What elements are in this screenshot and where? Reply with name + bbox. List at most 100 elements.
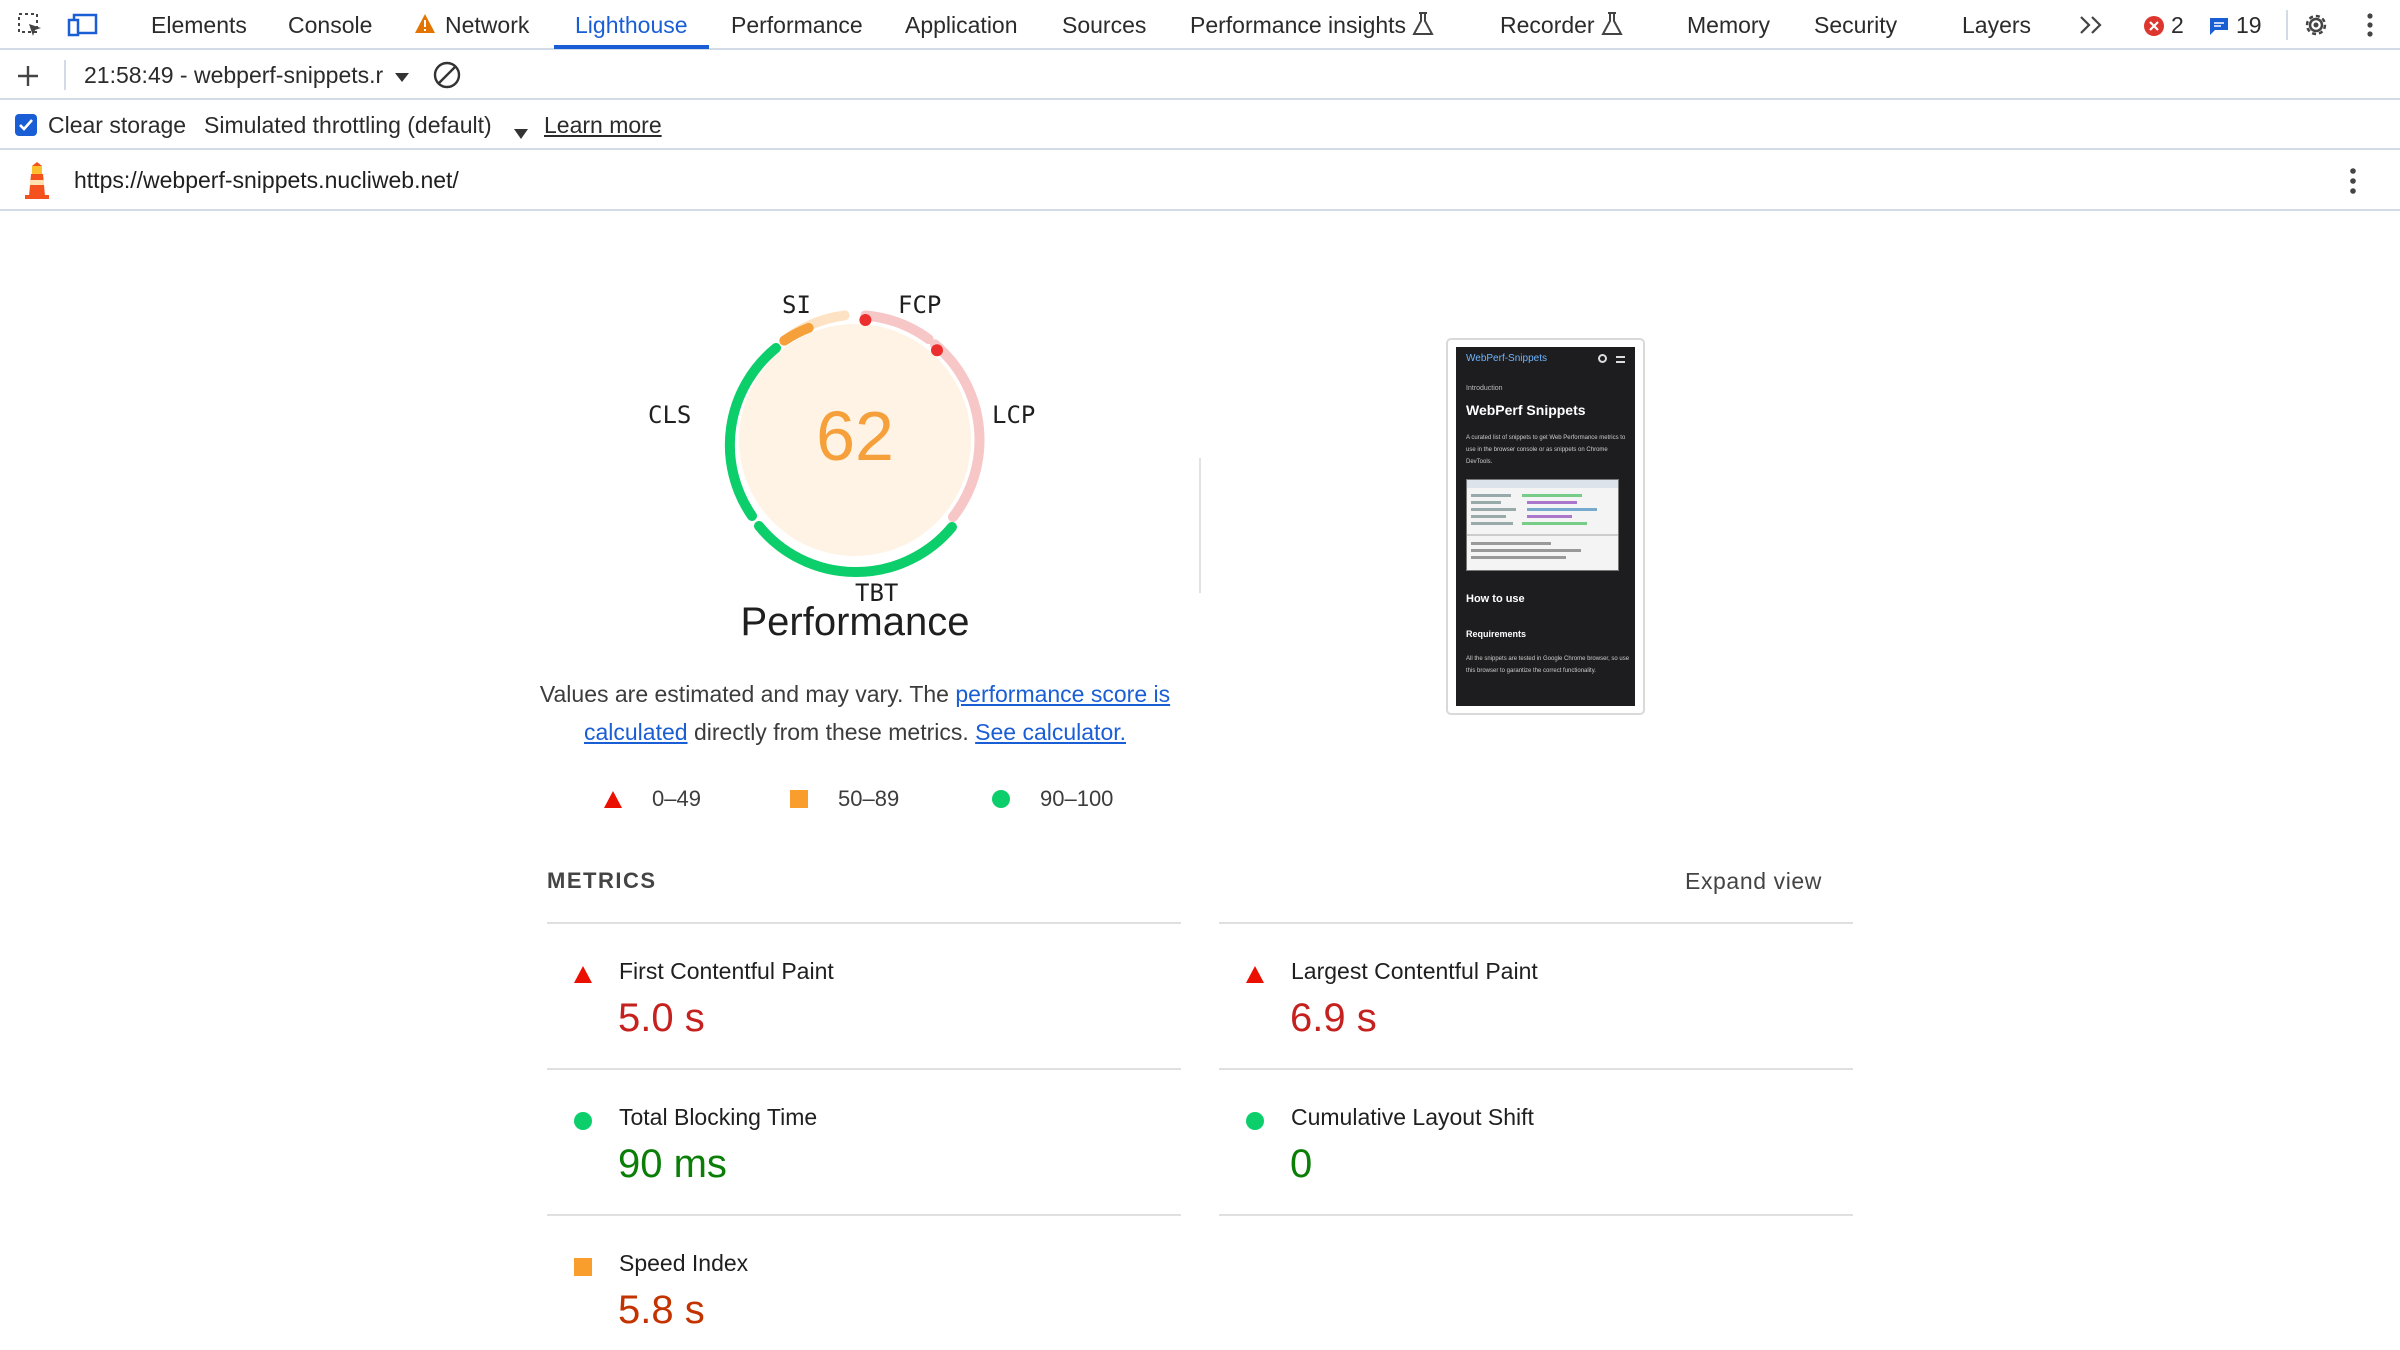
divider [547, 1214, 1181, 1216]
average-square-icon [574, 1258, 592, 1276]
thumb-req-text: All the snippets are tested in Google Ch… [1466, 656, 1630, 674]
gauge-cls-arc [724, 343, 781, 521]
tab-sources[interactable]: Sources [1062, 12, 1147, 38]
clear-icon[interactable] [432, 60, 462, 95]
thumb-image [1466, 479, 1619, 571]
metric-name: Speed Index [619, 1250, 749, 1276]
report-menu-icon[interactable] [2348, 166, 2358, 201]
tab-network[interactable]: Network [445, 12, 530, 38]
metric-value: 5.0 s [618, 996, 705, 1040]
metrics-heading: METRICS [547, 868, 657, 893]
more-tabs-icon[interactable] [2078, 13, 2106, 42]
final-screenshot[interactable]: WebPerf-Snippets Introduction WebPerf Sn… [1446, 338, 1645, 715]
thumb-site-name: WebPerf-Snippets [1466, 353, 1547, 364]
gauge-label-lcp: LCP [992, 401, 1036, 429]
clear-storage-label[interactable]: Clear storage [48, 112, 187, 138]
divider [1219, 1068, 1853, 1070]
gauge-tbt-arc [754, 521, 957, 578]
metric-total-blocking-time: Total Blocking Time 90 ms [547, 1070, 1181, 1215]
error-icon [2144, 15, 2164, 36]
thumb-requirements: Requirements [1466, 629, 1527, 639]
error-counter[interactable]: 2 [2143, 12, 2184, 39]
metric-value: 0 [1290, 1142, 1313, 1186]
gauge-score: 62 [816, 397, 894, 475]
gauge-label-fcp: FCP [898, 291, 942, 319]
github-icon [1598, 354, 1607, 363]
devtools-tabbar: Elements Console Network Lighthouse Perf… [0, 0, 2400, 50]
fail-triangle-icon [574, 966, 592, 983]
throttling-dropdown-icon[interactable] [513, 119, 529, 146]
clear-storage-checkbox[interactable] [15, 114, 37, 136]
thumb-paragraph: A curated list of snippets to get Web Pe… [1466, 435, 1626, 465]
performance-gauge: 62 SI FCP LCP CLS TBT [648, 275, 1060, 615]
report-url-bar: https://webperf-snippets.nucliweb.net/ [0, 150, 2400, 211]
lighthouse-logo-icon [22, 160, 52, 205]
learn-more-link[interactable]: Learn more [544, 112, 662, 138]
thumb-how-to-use: How to use [1466, 593, 1525, 605]
gauge-label-cls: CLS [648, 401, 692, 429]
gauge-label-si: SI [782, 291, 811, 319]
device-toolbar-icon[interactable] [67, 9, 99, 41]
metric-cumulative-layout-shift: Cumulative Layout Shift 0 [1219, 1070, 1853, 1215]
performance-score-link[interactable]: performance score is calculated [583, 681, 1171, 745]
metric-first-contentful-paint: First Contentful Paint 5.0 s [547, 924, 1181, 1069]
gauge-svg: 62 [724, 310, 985, 578]
flask-icon [1601, 11, 1623, 42]
gauge-lcp-marker [931, 344, 943, 357]
tab-elements[interactable]: Elements [151, 12, 247, 38]
metric-largest-contentful-paint: Largest Contentful Paint 6.9 s [1219, 924, 1853, 1069]
thumb-intro: Introduction [1466, 385, 1503, 392]
divider [547, 922, 1181, 924]
lighthouse-toolbar: 21:58:49 - webperf-snippets.r [0, 50, 2400, 100]
plus-icon[interactable] [15, 63, 41, 94]
tab-layers[interactable]: Layers [1962, 12, 2032, 38]
metric-value: 5.8 s [618, 1288, 705, 1332]
gauge-si-arc [779, 322, 814, 346]
see-calculator-link[interactable]: See calculator. [975, 719, 1127, 745]
flask-icon [1412, 11, 1434, 42]
gauge-fcp-marker [859, 314, 872, 326]
warning-icon [414, 13, 436, 40]
settings-toolbar: Clear storage Simulated throttling (defa… [0, 100, 2400, 150]
tab-performance[interactable]: Performance [731, 12, 863, 38]
metric-name: Cumulative Layout Shift [1291, 1104, 1534, 1130]
error-count: 2 [2171, 12, 2184, 38]
more-options-icon[interactable] [2365, 12, 2375, 43]
report-select-value: 21:58:49 - webperf-snippets.r [84, 62, 384, 88]
pass-circle-icon [574, 1112, 592, 1130]
chevron-down-icon [394, 72, 409, 82]
message-icon [2210, 17, 2228, 35]
pass-circle-icon [1246, 1112, 1264, 1130]
metric-name: Largest Contentful Paint [1291, 958, 1538, 984]
gear-icon[interactable] [2301, 10, 2331, 45]
select-element-icon[interactable] [14, 9, 46, 41]
menu-icon [1616, 356, 1625, 363]
average-square-icon [790, 790, 808, 808]
tab-lighthouse[interactable]: Lighthouse [575, 12, 688, 38]
metric-name: Total Blocking Time [619, 1104, 818, 1130]
metric-speed-index: Speed Index 5.8 s [547, 1216, 1181, 1350]
metric-value: 90 ms [618, 1142, 727, 1186]
tab-recorder[interactable]: Recorder [1500, 12, 1595, 38]
tab-console[interactable]: Console [288, 12, 373, 38]
gauge-fill [739, 324, 971, 556]
report-select[interactable]: 21:58:49 - webperf-snippets.r [84, 50, 410, 100]
score-description: Values are estimated and may vary. The p… [539, 681, 1171, 745]
tab-performance-insights[interactable]: Performance insights [1190, 12, 1407, 38]
divider [1219, 922, 1853, 924]
message-count: 19 [2236, 12, 2262, 38]
legend-pass: 90–100 [992, 786, 1113, 812]
gauge-fcp-arc [860, 310, 934, 344]
gauge-title: Performance [740, 600, 970, 644]
message-counter[interactable]: 19 [2208, 12, 2262, 39]
tab-application[interactable]: Application [905, 12, 1018, 38]
expand-view-button[interactable]: Expand view [1685, 868, 1823, 894]
metric-name: First Contentful Paint [619, 958, 834, 984]
metric-value: 6.9 s [1290, 996, 1377, 1040]
legend-average: 50–89 [790, 786, 899, 812]
legend-fail: 0–49 [604, 786, 701, 812]
tab-memory[interactable]: Memory [1687, 12, 1771, 38]
tab-security[interactable]: Security [1814, 12, 1898, 38]
pass-circle-icon [992, 790, 1010, 808]
report-url: https://webperf-snippets.nucliweb.net/ [74, 167, 459, 193]
